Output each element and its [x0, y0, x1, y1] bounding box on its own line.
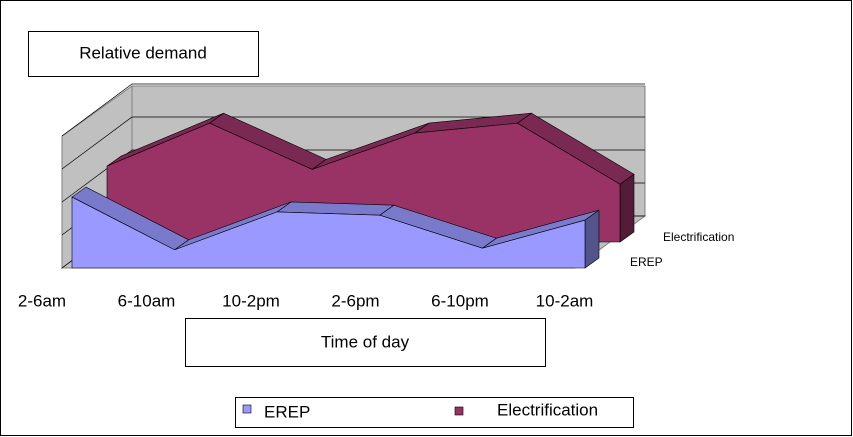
x-tick-label: 6-10am: [118, 291, 176, 310]
x-tick-label: 2-6am: [18, 291, 66, 310]
grid-line: [61, 83, 645, 137]
series: [106, 112, 635, 243]
legend-marker: [242, 404, 252, 414]
legend-label: EREP: [264, 402, 310, 421]
x-label-box: [185, 318, 546, 367]
area: [106, 122, 621, 243]
chart-title: Relative demand: [79, 43, 207, 62]
series-depth-label: Electrification: [663, 230, 734, 244]
x-axis-label: Time of day: [321, 332, 410, 351]
x-tick-label: 6-10pm: [431, 291, 489, 310]
area-side: [584, 209, 600, 269]
grid-line: [61, 116, 645, 170]
area-side: [619, 173, 635, 243]
legend-box: [235, 397, 634, 428]
x-tick-label: 2-6pm: [331, 291, 379, 310]
series: [71, 186, 600, 269]
legend-label: Electrification: [497, 400, 598, 419]
legend-marker: [454, 406, 464, 416]
plot-area: [60, 83, 647, 269]
x-tick-label: 10-2am: [536, 291, 594, 310]
area: [71, 196, 586, 269]
series-depth-label: EREP: [630, 255, 663, 269]
title-box: [28, 31, 259, 77]
x-tick-label: 10-2pm: [222, 291, 280, 310]
